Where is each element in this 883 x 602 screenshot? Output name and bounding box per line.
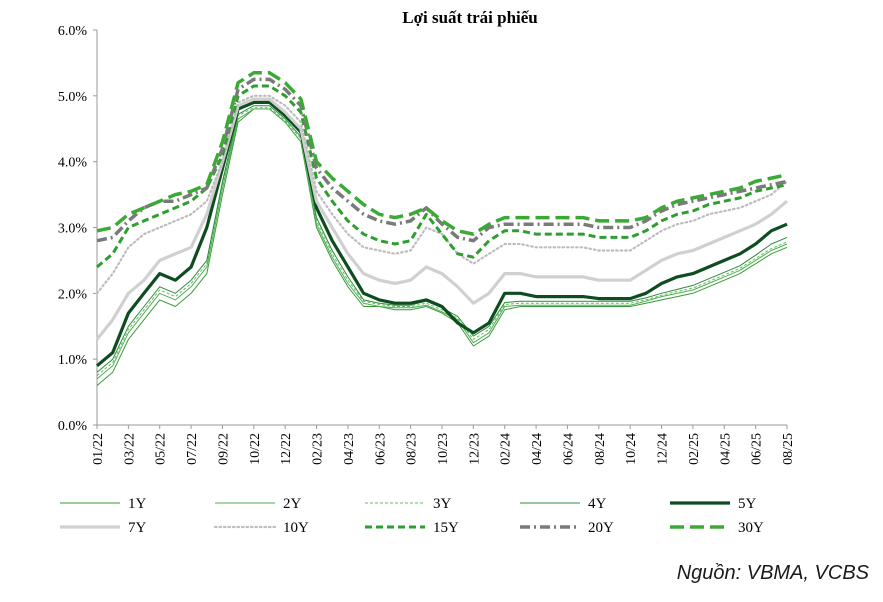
legend-label: 1Y: [128, 496, 147, 512]
legend-label: 3Y: [433, 496, 452, 512]
legend-label: 7Y: [128, 520, 147, 536]
legend-label: 4Y: [588, 496, 607, 512]
x-tick-label: 06/24: [561, 433, 576, 465]
legend-label: 5Y: [738, 496, 757, 512]
source-note: Nguồn: VBMA, VCBS: [676, 562, 869, 584]
x-tick-label: 02/23: [311, 433, 326, 465]
y-tick-label: 5.0%: [58, 90, 88, 105]
legend-label: 20Y: [588, 520, 614, 536]
series-line-30y: [96, 71, 788, 236]
y-tick-label: 3.0%: [58, 222, 88, 237]
x-tick-label: 12/24: [656, 433, 671, 465]
series-line-5y: [95, 100, 788, 368]
x-tick-label: 02/25: [687, 433, 702, 465]
x-tick-label: 12/23: [467, 433, 482, 465]
series-line-20y: [96, 77, 788, 243]
legend-label: 2Y: [283, 496, 302, 512]
legend-item-3y: 3Y: [365, 496, 452, 512]
x-tick-label: 08/25: [781, 433, 796, 465]
legend-label: 10Y: [283, 520, 309, 536]
x-tick-label: 04/23: [342, 433, 357, 465]
x-tick-label: 06/23: [373, 433, 388, 465]
series-line-15y: [96, 84, 788, 269]
chart-title: Lợi suất trái phiếu: [402, 8, 538, 27]
x-tick-label: 02/24: [499, 433, 514, 465]
x-tick-label: 12/22: [279, 433, 294, 465]
x-tick-label: 03/22: [122, 433, 137, 465]
legend-item-30y: 30Y: [670, 520, 764, 536]
legend-item-20y: 20Y: [520, 520, 614, 536]
x-tick-label: 05/22: [154, 433, 169, 465]
y-tick-label: 6.0%: [58, 24, 88, 39]
series-line-10y: [95, 94, 789, 295]
x-tick-label: 07/22: [185, 433, 200, 465]
legend-item-15y: 15Y: [365, 520, 459, 536]
legend-label: 15Y: [433, 520, 459, 536]
series-line-3y: [96, 107, 788, 376]
x-tick-label: 04/24: [530, 433, 545, 465]
x-tick-label: 10/22: [248, 433, 263, 465]
plot-lines: [95, 71, 789, 386]
x-tick-label: 08/24: [593, 433, 608, 465]
x-tick-label: 10/24: [624, 433, 639, 465]
y-tick-label: 2.0%: [58, 287, 88, 302]
series-line-7y: [95, 97, 789, 341]
legend-item-1y: 1Y: [60, 496, 147, 512]
y-tick-label: 4.0%: [58, 156, 88, 171]
x-tick-label: 04/25: [718, 433, 733, 465]
legend-item-2y: 2Y: [215, 496, 302, 512]
x-tick-label: 09/22: [216, 433, 231, 465]
series-line-2y: [96, 108, 788, 380]
legend-item-10y: 10Y: [213, 520, 309, 536]
x-axis: 01/22 03/22 05/22 07/22 09/22 10/22 12/22 02/23…: [91, 424, 796, 465]
x-tick-label: 06/25: [750, 433, 765, 465]
x-tick-label: 01/22: [91, 433, 106, 465]
legend-label: 30Y: [738, 520, 764, 536]
y-axis: 0.0% 1.0% 2.0% 3.0% 4.0% 5.0% 6.0%: [58, 24, 98, 434]
legend-item-7y: 7Y: [60, 520, 147, 536]
y-tick-label: 1.0%: [58, 353, 88, 368]
legend-item-5y: 5Y: [670, 496, 757, 512]
series-line-1y: [96, 108, 788, 386]
legend-item-4y: 4Y: [520, 496, 607, 512]
series-line-4y: [96, 105, 788, 373]
y-tick-label: 0.0%: [58, 419, 88, 434]
x-tick-label: 08/23: [405, 433, 420, 465]
x-tick-label: 10/23: [436, 433, 451, 465]
legend: 1Y 2Y 3Y 4Y 5Y 7Y 10Y 15Y 20Y 30Y: [60, 496, 764, 536]
